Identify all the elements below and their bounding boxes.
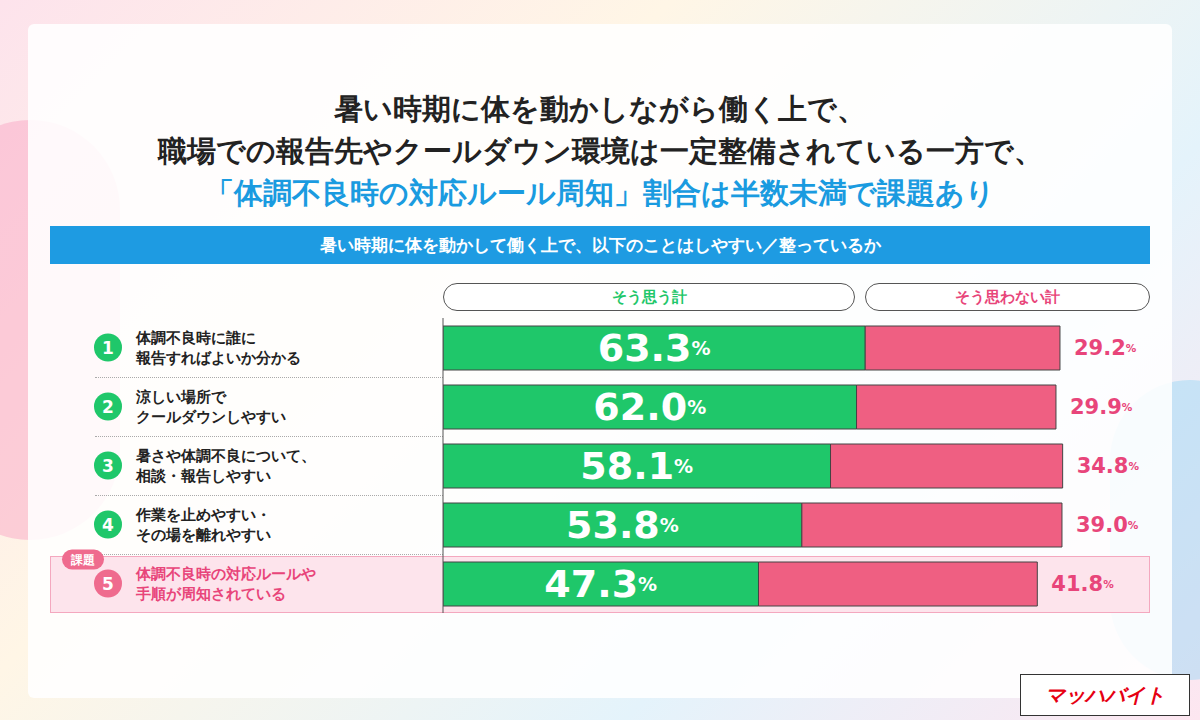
svg-text:29.9%: 29.9% xyxy=(1070,395,1133,419)
svg-text:涼しい場所で: 涼しい場所で xyxy=(135,388,227,406)
html-text:そう思わない計: そう思わない計 xyxy=(955,288,1060,306)
svg-text:47.3%: 47.3% xyxy=(544,562,657,606)
svg-text:クールダウンしやすい: クールダウンしやすい xyxy=(136,408,286,426)
svg-text:39.0%: 39.0% xyxy=(1076,513,1139,537)
svg-text:5: 5 xyxy=(102,574,114,594)
svg-text:体調不良時に誰に: 体調不良時に誰に xyxy=(135,329,256,347)
svg-text:体調不良時の対応ルールや: 体調不良時の対応ルールや xyxy=(135,565,316,583)
svg-text:課題: 課題 xyxy=(70,553,95,567)
svg-text:暑さや体調不良について、: 暑さや体調不良について、 xyxy=(135,447,316,465)
svg-text:29.2%: 29.2% xyxy=(1074,336,1137,360)
html-text:暑い時期に体を動かしながら働く上で、: 暑い時期に体を動かしながら働く上で、 xyxy=(334,92,866,126)
svg-text:2: 2 xyxy=(102,397,114,417)
svg-text:34.8%: 34.8% xyxy=(1077,454,1140,478)
html-text:「体調不良時の対応ルール周知」割合は半数未満で課題あり: 「体調不良時の対応ルール周知」割合は半数未満で課題あり xyxy=(205,176,995,210)
html-text:職場での報告先やクールダウン環境は一定整備されている一方で、: 職場での報告先やクールダウン環境は一定整備されている一方で、 xyxy=(157,134,1043,168)
svg-text:相談・報告しやすい: 相談・報告しやすい xyxy=(135,467,271,485)
html-text:暑い時期に体を動かして働く上で、以下のことはしやすい／整って: 暑い時期に体を動かして働く上で、以下のことはしやすい／整っているか xyxy=(319,235,881,255)
html-text:マッハバイト: マッハバイト xyxy=(1045,683,1165,707)
svg-text:1: 1 xyxy=(102,338,114,358)
svg-text:その場を離れやすい: その場を離れやすい xyxy=(136,526,271,544)
svg-text:53.8%: 53.8% xyxy=(566,503,679,547)
svg-text:作業を止めやすい・: 作業を止めやすい・ xyxy=(135,506,271,524)
svg-text:4: 4 xyxy=(102,515,114,535)
svg-text:58.1%: 58.1% xyxy=(580,444,693,488)
svg-text:63.3%: 63.3% xyxy=(598,326,711,370)
svg-text:手順が周知されている: 手順が周知されている xyxy=(135,585,286,603)
svg-text:3: 3 xyxy=(102,456,114,476)
html-text:そう思う計: そう思う計 xyxy=(611,288,687,306)
svg-text:62.0%: 62.0% xyxy=(593,385,706,429)
svg-text:報告すればよいか分かる: 報告すればよいか分かる xyxy=(135,349,301,367)
svg-text:41.8%: 41.8% xyxy=(1051,572,1114,596)
